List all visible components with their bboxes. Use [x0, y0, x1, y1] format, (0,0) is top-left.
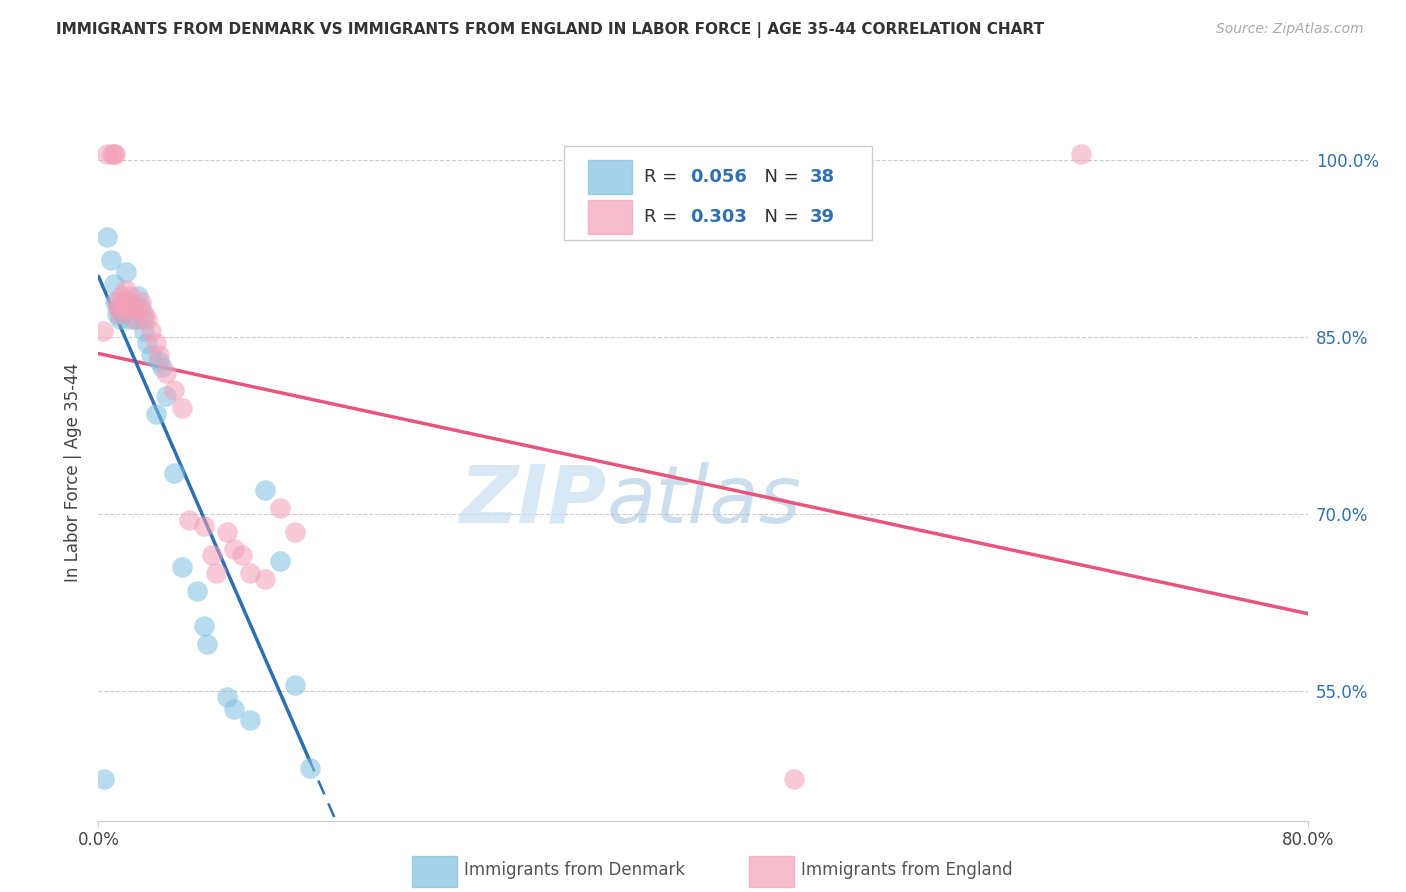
Point	[111, 301, 134, 315]
Point	[96, 230, 118, 244]
Point	[100, 253, 122, 268]
Point	[253, 572, 276, 586]
Text: Immigrants from England: Immigrants from England	[801, 861, 1014, 879]
Point	[145, 407, 167, 421]
FancyBboxPatch shape	[588, 160, 631, 194]
Point	[114, 283, 136, 297]
Point	[269, 501, 291, 516]
Point	[132, 312, 155, 326]
Point	[124, 312, 146, 326]
Text: 39: 39	[810, 208, 834, 226]
Text: IMMIGRANTS FROM DENMARK VS IMMIGRANTS FROM ENGLAND IN LABOR FORCE | AGE 35-44 CO: IMMIGRANTS FROM DENMARK VS IMMIGRANTS FR…	[56, 22, 1045, 38]
Point	[1070, 147, 1092, 161]
Text: 0.056: 0.056	[690, 168, 747, 186]
Point	[105, 294, 128, 309]
Point	[155, 366, 177, 380]
Point	[163, 383, 186, 397]
Point	[108, 307, 131, 321]
Point	[253, 483, 276, 498]
Point	[145, 336, 167, 351]
Point	[110, 301, 132, 315]
Point	[284, 678, 307, 692]
Point	[114, 265, 136, 279]
Point	[215, 690, 238, 704]
Point	[91, 324, 114, 338]
Point	[93, 772, 115, 787]
Point	[148, 348, 170, 362]
Text: 0.303: 0.303	[690, 208, 747, 226]
Point	[141, 324, 163, 338]
Point	[120, 294, 142, 309]
Point	[163, 466, 186, 480]
Point	[129, 301, 152, 315]
Text: Source: ZipAtlas.com: Source: ZipAtlas.com	[1216, 22, 1364, 37]
Point	[284, 524, 307, 539]
Point	[179, 513, 201, 527]
Point	[120, 289, 142, 303]
Point	[269, 554, 291, 568]
FancyBboxPatch shape	[564, 145, 872, 240]
Point	[108, 312, 131, 326]
Point	[239, 566, 262, 580]
Point	[107, 301, 129, 315]
Text: 38: 38	[810, 168, 835, 186]
Point	[170, 560, 193, 574]
Point	[118, 312, 141, 326]
Point	[107, 301, 129, 315]
Point	[193, 518, 215, 533]
Point	[783, 772, 806, 787]
Point	[103, 147, 125, 161]
Point	[118, 301, 141, 315]
Point	[132, 307, 155, 321]
Point	[103, 277, 125, 291]
Point	[112, 294, 135, 309]
Y-axis label: In Labor Force | Age 35-44: In Labor Force | Age 35-44	[65, 363, 83, 582]
Point	[224, 542, 246, 557]
Point	[155, 389, 177, 403]
Text: atlas: atlas	[606, 461, 801, 540]
Point	[111, 307, 134, 321]
Point	[195, 637, 218, 651]
FancyBboxPatch shape	[588, 200, 631, 234]
Point	[231, 549, 253, 563]
Point	[193, 619, 215, 633]
Point	[132, 324, 155, 338]
Point	[148, 353, 170, 368]
Point	[127, 289, 149, 303]
Point	[129, 294, 152, 309]
Point	[150, 359, 173, 374]
Text: R =: R =	[644, 168, 683, 186]
Point	[104, 294, 127, 309]
Point	[205, 566, 228, 580]
Text: R =: R =	[644, 208, 683, 226]
Text: N =: N =	[752, 168, 804, 186]
Point	[112, 294, 135, 309]
Point	[135, 312, 157, 326]
Point	[121, 301, 143, 315]
Point	[224, 701, 246, 715]
Point	[299, 761, 322, 775]
Point	[110, 289, 132, 303]
Point	[201, 549, 224, 563]
Point	[101, 147, 124, 161]
Point	[96, 147, 118, 161]
Point	[124, 312, 146, 326]
Point	[186, 583, 208, 598]
Point	[104, 147, 127, 161]
Point	[135, 336, 157, 351]
Point	[127, 301, 149, 315]
Text: N =: N =	[752, 208, 804, 226]
Text: ZIP: ZIP	[458, 461, 606, 540]
Point	[215, 524, 238, 539]
Point	[170, 401, 193, 415]
Point	[121, 301, 143, 315]
Point	[239, 714, 262, 728]
Text: Immigrants from Denmark: Immigrants from Denmark	[464, 861, 685, 879]
Point	[141, 348, 163, 362]
Point	[105, 307, 128, 321]
